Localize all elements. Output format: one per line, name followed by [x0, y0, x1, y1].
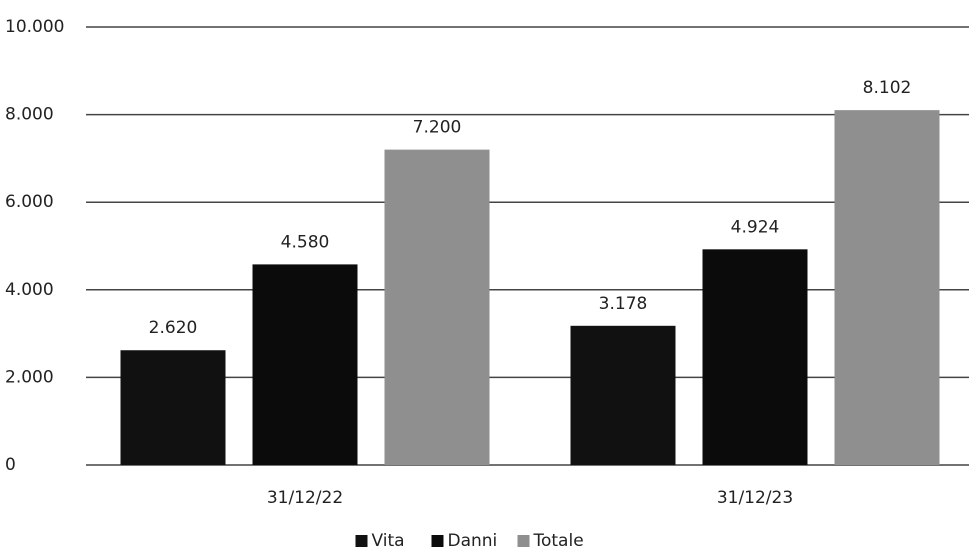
- legend-swatch: [431, 535, 444, 547]
- value-label: 4.924: [731, 217, 780, 237]
- y-tick-label: 4.000: [5, 280, 54, 300]
- bar: [570, 325, 676, 465]
- y-tick-label: 2.000: [5, 367, 54, 387]
- x-tick-label: 31/12/22: [267, 488, 343, 508]
- bar: [252, 264, 358, 465]
- bar: [834, 110, 940, 466]
- y-tick-label: 10.000: [5, 17, 64, 37]
- x-tick-label: 31/12/23: [717, 488, 793, 508]
- bar: [120, 350, 226, 465]
- y-tick-label: 6.000: [5, 192, 54, 212]
- legend-label: Danni: [448, 531, 498, 551]
- legend-label: Vita: [372, 531, 405, 551]
- bar: [702, 249, 808, 465]
- y-tick-label: 8.000: [5, 105, 54, 125]
- value-label: 2.620: [149, 318, 198, 338]
- y-tick-label: 0: [5, 455, 16, 475]
- legend-swatch: [517, 535, 530, 547]
- legend-swatch: [355, 535, 368, 547]
- value-label: 4.580: [281, 232, 330, 252]
- value-label: 3.178: [599, 294, 648, 314]
- legend-label: Totale: [533, 531, 584, 551]
- bar: [384, 149, 490, 465]
- value-label: 7.200: [413, 118, 462, 138]
- value-label: 8.102: [863, 78, 912, 98]
